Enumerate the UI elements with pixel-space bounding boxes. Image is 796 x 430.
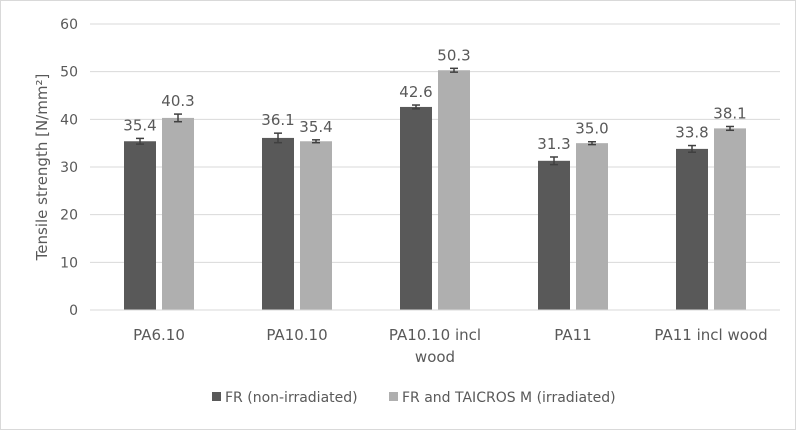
bar	[162, 117, 194, 310]
x-tick-label: PA10.10 incl wood	[389, 326, 481, 366]
data-label: 33.8	[675, 124, 708, 142]
bar	[400, 106, 432, 310]
data-label: 50.3	[437, 46, 470, 64]
y-tick-label: 50	[60, 65, 78, 81]
bar	[262, 137, 294, 310]
bar	[300, 141, 332, 310]
y-tick-label: 20	[60, 208, 78, 224]
data-label: 40.3	[161, 92, 194, 110]
y-axis-label: Tensile strength [N/mm²]	[33, 74, 51, 262]
bar	[438, 70, 470, 310]
y-tick-label: 60	[60, 17, 78, 33]
legend-swatch	[389, 392, 398, 401]
y-tick-label: 10	[60, 255, 78, 271]
bar	[576, 143, 608, 310]
bar	[714, 128, 746, 310]
x-tick-label: PA6.10	[133, 326, 185, 344]
data-label: 35.4	[299, 118, 332, 136]
data-label: 31.3	[537, 135, 570, 153]
data-label: 35.0	[575, 120, 608, 138]
legend-label: FR and TAICROS M (irradiated)	[402, 390, 616, 406]
y-tick-label: 0	[69, 303, 78, 319]
bar	[676, 148, 708, 310]
data-label: 35.4	[123, 116, 156, 134]
y-tick-label: 30	[60, 160, 78, 176]
bar	[124, 141, 156, 310]
data-label: 36.1	[261, 111, 294, 129]
legend-label: FR (non-irradiated)	[225, 390, 358, 406]
x-tick-label: PA10.10	[266, 326, 327, 344]
data-label: 38.1	[713, 104, 746, 122]
x-tick-label: PA11 incl wood	[654, 326, 767, 344]
x-tick-label: PA11	[554, 326, 591, 344]
y-tick-label: 40	[60, 112, 78, 128]
data-label: 42.6	[399, 83, 432, 101]
legend-swatch	[212, 392, 221, 401]
bar	[538, 160, 570, 310]
